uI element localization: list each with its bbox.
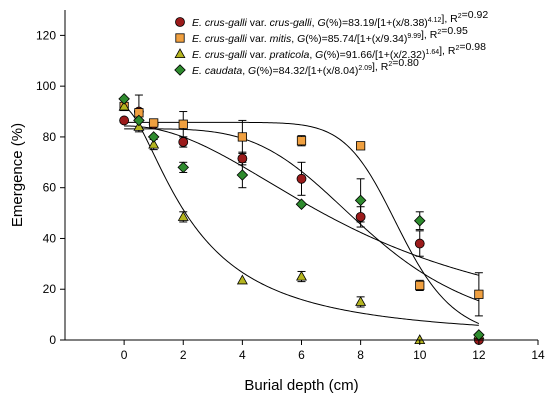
x-tick-label: 4 (239, 348, 246, 362)
data-point-series-1 (296, 173, 307, 184)
fit-curve-2 (124, 121, 480, 324)
data-point-series-1 (178, 137, 189, 147)
data-point-series-2 (474, 289, 484, 299)
legend-label-4: E. caudata, G(%)=84.32/[1+(x/8.04)2.09],… (192, 57, 419, 77)
fit-curve-3 (123, 106, 479, 326)
y-tick-label: 120 (36, 28, 56, 42)
x-axis-label: Burial depth (cm) (244, 377, 358, 394)
data-point-series-4 (133, 114, 145, 127)
data-points (118, 93, 485, 345)
data-point-series-2 (296, 136, 307, 146)
data-point-series-4 (413, 214, 426, 227)
legend-label-1: E. crus-galli var. crus-galli, G(%)=83.1… (192, 9, 488, 29)
data-point-series-1 (414, 238, 425, 249)
legend-label-3: E. crus-galli var. praticola, G(%)=91.66… (192, 41, 486, 61)
x-tick-label: 12 (472, 348, 486, 362)
data-point-series-2 (415, 280, 425, 291)
legend-marker-1 (175, 17, 185, 27)
data-point-series-2 (149, 118, 159, 128)
data-point-series-4 (177, 161, 190, 174)
data-point-series-1 (355, 211, 366, 222)
legend: E. crus-galli var. crus-galli, G(%)=83.1… (174, 9, 488, 77)
x-tick-label: 10 (413, 348, 427, 362)
data-point-series-3 (148, 138, 160, 149)
data-point-series-2 (237, 132, 247, 142)
legend-label-2: E. crus-galli var. mitis, G(%)=85.74/[1+… (192, 25, 468, 45)
x-tick-label: 0 (121, 348, 128, 362)
y-tick-label: 100 (36, 79, 56, 93)
data-point-series-4 (118, 93, 130, 105)
x-tick-label: 2 (180, 348, 187, 362)
y-axis-label: Emergence (%) (9, 123, 26, 227)
y-tick-label: 40 (43, 231, 57, 245)
data-point-series-2 (178, 119, 188, 129)
data-point-series-4 (236, 169, 249, 181)
y-tick-label: 80 (43, 130, 57, 144)
legend-marker-2 (175, 33, 185, 43)
data-point-series-3 (296, 270, 307, 281)
legend-marker-4 (174, 64, 186, 76)
data-point-series-4 (354, 194, 367, 207)
data-point-series-1 (237, 153, 248, 164)
data-point-series-3 (355, 296, 367, 306)
data-point-series-2 (356, 141, 366, 151)
x-axis-ticks: 0 2 4 6 8 10 12 14 (121, 340, 545, 362)
data-point-series-3 (177, 211, 189, 221)
y-tick-label: 0 (49, 333, 56, 347)
legend-marker-3 (174, 48, 186, 58)
x-tick-label: 6 (298, 348, 305, 362)
data-point-series-4 (295, 198, 308, 210)
x-tick-label: 14 (531, 348, 545, 362)
data-point-series-4 (147, 131, 160, 143)
y-tick-label: 20 (43, 282, 57, 296)
x-tick-label: 8 (357, 348, 364, 362)
data-point-series-3 (236, 274, 248, 285)
data-point-series-3 (118, 100, 130, 111)
data-point-series-1 (119, 115, 130, 126)
y-axis-ticks: 0 20 40 60 80 100 120 (36, 28, 65, 347)
y-tick-label: 60 (43, 181, 57, 195)
